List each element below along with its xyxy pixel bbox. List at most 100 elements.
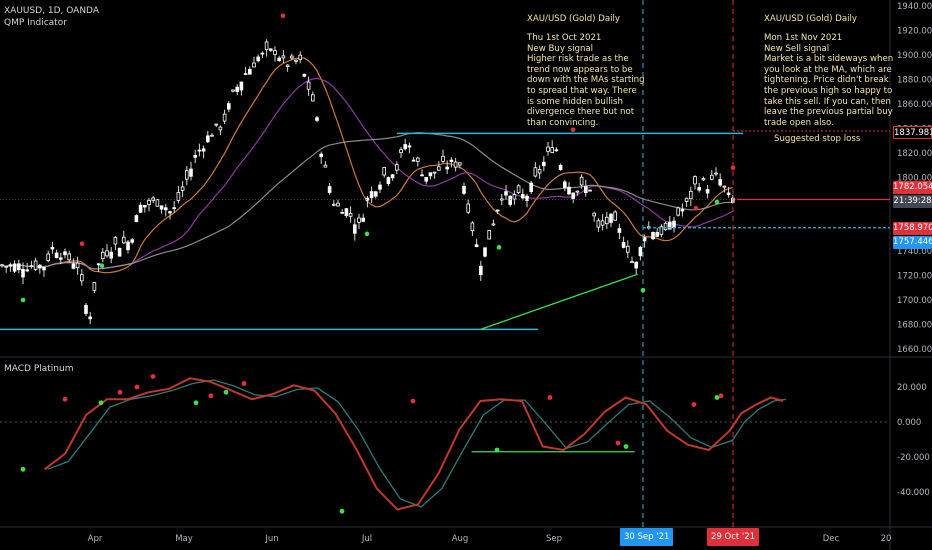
bear-candle[interactable] xyxy=(579,176,584,186)
bear-candle[interactable] xyxy=(222,113,227,122)
bull-candle[interactable] xyxy=(369,191,374,199)
bull-candle[interactable] xyxy=(420,174,424,177)
bear-candle[interactable] xyxy=(75,262,80,269)
bull-candle[interactable] xyxy=(584,186,588,194)
bull-candle[interactable] xyxy=(96,263,101,266)
bull-candle[interactable] xyxy=(651,231,655,240)
bear-candle[interactable] xyxy=(264,41,269,51)
bear-candle[interactable] xyxy=(101,251,105,260)
bear-candle[interactable] xyxy=(663,222,668,231)
bull-candle[interactable] xyxy=(239,81,244,91)
bull-candle[interactable] xyxy=(386,177,391,185)
bull-candle[interactable] xyxy=(621,242,626,248)
bull-candle[interactable] xyxy=(554,149,559,152)
bull-candle[interactable] xyxy=(16,263,21,271)
bull-candle[interactable] xyxy=(563,181,567,189)
bull-candle[interactable] xyxy=(142,205,147,208)
bull-candle[interactable] xyxy=(340,212,344,214)
bear-candle[interactable] xyxy=(113,237,118,245)
bear-candle[interactable] xyxy=(676,207,680,216)
bear-candle[interactable] xyxy=(29,265,34,268)
bull-candle[interactable] xyxy=(247,69,252,75)
bull-candle[interactable] xyxy=(159,205,164,210)
bear-candle[interactable] xyxy=(491,223,496,226)
bull-candle[interactable] xyxy=(235,86,240,92)
bull-candle[interactable] xyxy=(617,228,622,233)
bull-candle[interactable] xyxy=(50,246,55,250)
bull-candle[interactable] xyxy=(407,145,412,148)
bull-candle[interactable] xyxy=(54,252,59,259)
bear-candle[interactable] xyxy=(289,55,294,59)
bull-candle[interactable] xyxy=(672,220,676,229)
bear-candle[interactable] xyxy=(294,59,298,62)
bull-candle[interactable] xyxy=(25,269,29,272)
bear-candle[interactable] xyxy=(323,164,328,168)
bear-candle[interactable] xyxy=(415,157,420,162)
bear-candle[interactable] xyxy=(512,194,517,200)
bear-candle[interactable] xyxy=(176,191,181,201)
bull-candle[interactable] xyxy=(403,144,407,150)
bull-candle[interactable] xyxy=(138,204,143,213)
bear-candle[interactable] xyxy=(550,147,554,153)
buy-annotation-body[interactable]: Thu 1st Oct 2021 New Buy signal Higher r… xyxy=(527,33,645,128)
bull-candle[interactable] xyxy=(588,189,592,192)
bear-candle[interactable] xyxy=(67,253,72,261)
bull-candle[interactable] xyxy=(172,207,177,210)
candlesticks[interactable] xyxy=(0,39,735,325)
bear-candle[interactable] xyxy=(457,162,462,166)
bear-candle[interactable] xyxy=(441,155,445,162)
bear-candle[interactable] xyxy=(331,203,336,206)
bull-candle[interactable] xyxy=(483,247,487,257)
bear-candle[interactable] xyxy=(626,245,630,253)
bull-candle[interactable] xyxy=(508,195,512,205)
bear-candle[interactable] xyxy=(252,62,256,68)
bull-candle[interactable] xyxy=(226,103,231,110)
bear-candle[interactable] xyxy=(436,166,441,171)
bull-candle[interactable] xyxy=(390,174,395,179)
bull-candle[interactable] xyxy=(726,192,731,196)
bull-candle[interactable] xyxy=(201,148,206,152)
bear-candle[interactable] xyxy=(710,174,714,180)
bull-candle[interactable] xyxy=(344,208,349,216)
bull-candle[interactable] xyxy=(504,191,508,196)
bear-candle[interactable] xyxy=(105,250,109,257)
bear-candle[interactable] xyxy=(33,260,38,270)
bull-candle[interactable] xyxy=(163,207,168,211)
bear-candle[interactable] xyxy=(394,164,399,171)
bear-candle[interactable] xyxy=(714,172,718,175)
bear-candle[interactable] xyxy=(0,264,4,267)
bear-candle[interactable] xyxy=(180,186,185,191)
bear-candle[interactable] xyxy=(701,178,706,181)
bull-candle[interactable] xyxy=(134,215,139,223)
bear-candle[interactable] xyxy=(592,212,596,217)
sell-annotation-body[interactable]: Mon 1st Nov 2021 New Sell signal Market … xyxy=(764,33,894,128)
bear-candle[interactable] xyxy=(533,167,538,177)
bull-candle[interactable] xyxy=(495,209,500,212)
bear-candle[interactable] xyxy=(630,261,634,264)
drawing-overlays[interactable] xyxy=(0,0,890,527)
bull-candle[interactable] xyxy=(327,186,332,193)
bear-candle[interactable] xyxy=(243,73,248,75)
bear-candle[interactable] xyxy=(605,216,609,225)
bear-candle[interactable] xyxy=(693,176,697,185)
bear-candle[interactable] xyxy=(432,171,437,174)
bear-candle[interactable] xyxy=(613,211,617,221)
bull-candle[interactable] xyxy=(428,172,433,177)
bull-candle[interactable] xyxy=(126,241,130,251)
bull-candle[interactable] xyxy=(315,117,319,121)
bear-candle[interactable] xyxy=(281,55,286,59)
bull-candle[interactable] xyxy=(529,182,533,193)
bear-candle[interactable] xyxy=(273,50,277,55)
bear-candle[interactable] xyxy=(466,203,470,213)
symbol-title[interactable]: XAUUSD, 1D, OANDA xyxy=(4,6,99,16)
bear-candle[interactable] xyxy=(600,220,605,226)
bull-candle[interactable] xyxy=(71,263,76,269)
bull-candle[interactable] xyxy=(697,186,701,191)
bull-candle[interactable] xyxy=(668,221,672,230)
macd-pane-title[interactable]: MACD Platinum xyxy=(4,364,74,374)
bear-candle[interactable] xyxy=(516,185,521,193)
bull-candle[interactable] xyxy=(655,232,659,237)
bear-candle[interactable] xyxy=(218,126,223,131)
bear-candle[interactable] xyxy=(151,197,156,201)
